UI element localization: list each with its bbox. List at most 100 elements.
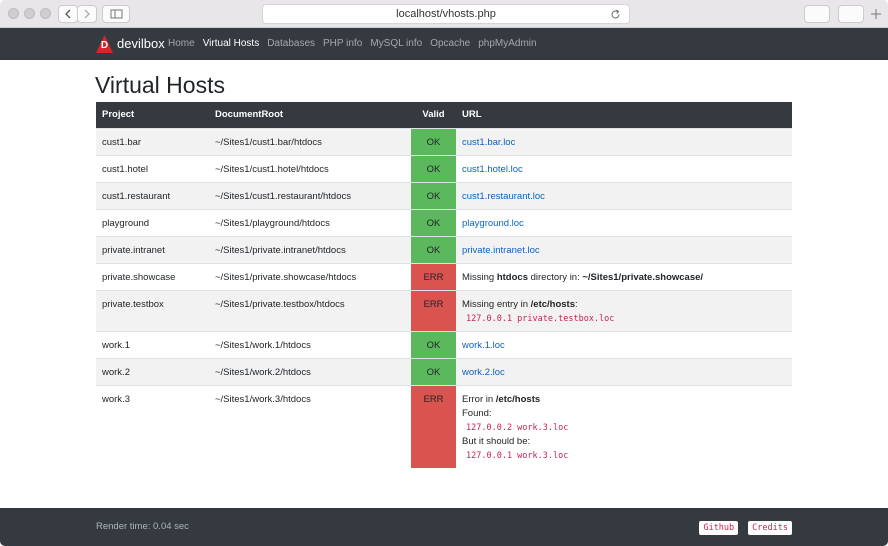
project-cell: private.testbox — [96, 289, 209, 331]
share-button[interactable] — [804, 5, 830, 23]
docroot-cell: ~/Sites1/private.showcase/htdocs — [209, 262, 411, 290]
footer-button[interactable]: Credits — [748, 521, 792, 535]
message-line: Error in /etc/hosts — [462, 393, 786, 407]
message-line: But it should be: — [462, 435, 786, 449]
nav-links: Home Virtual Hosts Databases PHP info MySQL … — [168, 38, 545, 49]
forward-button[interactable] — [77, 5, 97, 23]
message-text: directory in: — [527, 271, 583, 283]
new-tab-button[interactable] — [870, 8, 882, 20]
message-text: : — [575, 298, 578, 310]
column-header: Valid — [411, 102, 456, 128]
vhosts-table: Project DocumentRoot Valid URL cust1.bar ~/Si… — [96, 102, 792, 468]
project-cell: cust1.hotel — [96, 154, 209, 182]
vhost-link[interactable]: work.1.loc — [462, 339, 505, 351]
table-row: work.3 ~/Sites1/work.3/htdocs ERR Error in … — [96, 384, 792, 468]
docroot-cell: ~/Sites1/playground/htdocs — [209, 208, 411, 236]
address-bar[interactable]: localhost/vhosts.php — [262, 4, 630, 24]
valid-cell: ERR — [411, 289, 456, 331]
message-code: 127.0.0.2 work.3.loc — [466, 422, 569, 433]
message-line: 127.0.0.2 work.3.loc — [462, 421, 786, 435]
message-line: 127.0.0.1 private.testbox.loc — [462, 312, 786, 326]
logo: D — [96, 35, 113, 53]
table-row: private.showcase ~/Sites1/private.showcas… — [96, 262, 792, 290]
valid-cell: OK — [411, 127, 456, 155]
vhost-link[interactable]: cust1.hotel.loc — [462, 163, 523, 175]
nav-link[interactable]: Databases — [267, 38, 316, 49]
close-button[interactable] — [8, 8, 19, 19]
project-cell: cust1.restaurant — [96, 181, 209, 209]
url-cell: work.2.loc — [456, 357, 792, 385]
docroot-cell: ~/Sites1/cust1.bar/htdocs — [209, 127, 411, 155]
nav-link[interactable]: PHP info — [323, 38, 363, 49]
valid-cell: ERR — [411, 384, 456, 468]
column-header: DocumentRoot — [209, 102, 411, 128]
url-cell: private.intranet.loc — [456, 235, 792, 263]
table-row: cust1.hotel ~/Sites1/cust1.hotel/htdocs OK… — [96, 154, 792, 182]
column-header: URL — [456, 102, 792, 128]
address-text: localhost/vhosts.php — [396, 8, 496, 20]
valid-cell: OK — [411, 181, 456, 209]
project-cell: cust1.bar — [96, 127, 209, 155]
tabs-button[interactable] — [838, 5, 864, 23]
docroot-cell: ~/Sites1/work.1/htdocs — [209, 330, 411, 358]
vhost-link[interactable]: playground.loc — [462, 217, 524, 229]
vhost-link[interactable]: cust1.bar.loc — [462, 136, 516, 148]
url-cell: cust1.restaurant.loc — [456, 181, 792, 209]
nav-link[interactable]: MySQL info — [370, 38, 423, 49]
sidebar-button[interactable] — [102, 5, 130, 23]
navbar: D devilbox Home Virtual Hosts Databases PHP… — [0, 28, 888, 60]
url-cell: cust1.hotel.loc — [456, 154, 792, 182]
header-row: Project DocumentRoot Valid URL — [96, 102, 792, 128]
message-text: Missing entry in — [462, 298, 531, 310]
url-cell: Missing htdocs directory in: ~/Sites1/pr… — [456, 262, 792, 290]
message-bold: /etc/hosts — [530, 298, 575, 310]
url-cell: Missing entry in /etc/hosts: 127.0.0.1 pr… — [456, 289, 792, 331]
message-bold: htdocs — [496, 271, 528, 283]
vhost-link[interactable]: private.intranet.loc — [462, 244, 540, 256]
nav-link[interactable]: phpMyAdmin — [478, 38, 537, 49]
nav-link[interactable]: Home — [168, 38, 195, 49]
brand[interactable]: devilbox — [117, 36, 165, 51]
table-row: cust1.bar ~/Sites1/cust1.bar/htdocs OK cust… — [96, 127, 792, 155]
vhost-link[interactable]: work.2.loc — [462, 366, 505, 378]
nav-link[interactable]: Virtual Hosts — [202, 38, 260, 49]
message-text: But it should be: — [462, 435, 531, 447]
message-code: 127.0.0.1 work.3.loc — [466, 450, 569, 461]
docroot-cell: ~/Sites1/work.3/htdocs — [209, 384, 411, 468]
vhost-link[interactable]: cust1.restaurant.loc — [462, 190, 545, 202]
render-time: Render time: 0.04 sec — [96, 521, 189, 532]
url-cell: work.1.loc — [456, 330, 792, 358]
message-line: Missing htdocs directory in: ~/Sites1/pr… — [462, 271, 786, 285]
page-title: Virtual Hosts — [95, 72, 225, 98]
logo-letter: D — [100, 40, 109, 51]
table-row: private.intranet ~/Sites1/private.intrane… — [96, 235, 792, 263]
valid-cell: OK — [411, 208, 456, 236]
browser-toolbar: localhost/vhosts.php — [0, 0, 888, 28]
docroot-cell: ~/Sites1/private.intranet/htdocs — [209, 235, 411, 263]
message-line: Found: — [462, 407, 786, 421]
valid-cell: ERR — [411, 262, 456, 290]
url-cell: cust1.bar.loc — [456, 127, 792, 155]
docroot-cell: ~/Sites1/cust1.hotel/htdocs — [209, 154, 411, 182]
back-button[interactable] — [58, 5, 78, 23]
valid-cell: OK — [411, 330, 456, 358]
message-code: 127.0.0.1 private.testbox.loc — [466, 313, 615, 324]
project-cell: private.intranet — [96, 235, 209, 263]
footer-button[interactable]: Github — [699, 521, 739, 535]
project-cell: private.showcase — [96, 262, 209, 290]
docroot-cell: ~/Sites1/work.2/htdocs — [209, 357, 411, 385]
footer: Render time: 0.04 sec Github Credits — [0, 508, 888, 546]
footer-buttons: Github Credits — [689, 517, 792, 535]
zoom-button[interactable] — [40, 8, 51, 19]
table-row: cust1.restaurant ~/Sites1/cust1.restauran… — [96, 181, 792, 209]
nav-link[interactable]: Opcache — [430, 38, 471, 49]
message-text: Missing — [462, 271, 497, 283]
project-cell: playground — [96, 208, 209, 236]
valid-cell: OK — [411, 357, 456, 385]
docroot-cell: ~/Sites1/private.testbox/htdocs — [209, 289, 411, 331]
minimize-button[interactable] — [24, 8, 35, 19]
message-bold: ~/Sites1/private.showcase/ — [582, 271, 704, 283]
table-row: work.1 ~/Sites1/work.1/htdocs OK work.1.loc — [96, 330, 792, 358]
url-cell: playground.loc — [456, 208, 792, 236]
